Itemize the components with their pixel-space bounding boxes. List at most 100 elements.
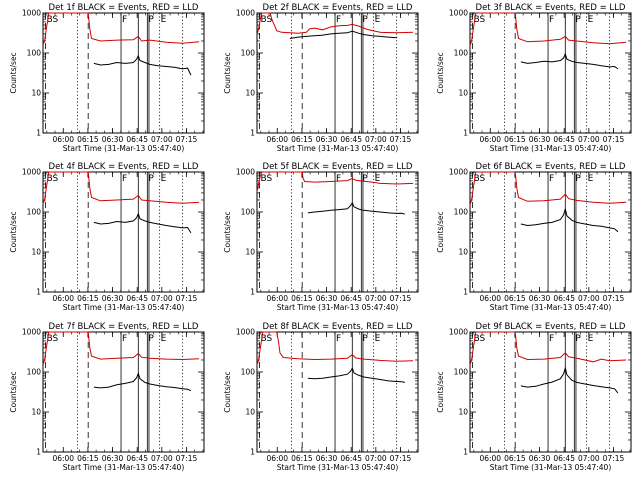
- y-tick-label: 1000: [236, 168, 255, 177]
- x-tick-label: 07:15: [176, 454, 198, 463]
- series-events-line: [520, 52, 619, 70]
- marker-label: E: [588, 174, 594, 184]
- y-tick-label: 10: [31, 89, 41, 98]
- y-tick-label: 100: [454, 208, 469, 217]
- x-tick-label: 07:00: [578, 294, 600, 303]
- marker-label: P: [575, 174, 581, 184]
- y-tick-label: 1: [36, 448, 41, 457]
- series-lld-line: [42, 12, 200, 45]
- marker-label: F: [122, 15, 127, 25]
- x-tick-label: 06:45: [553, 294, 575, 303]
- x-axis-label: Start Time (31-Mar-13 05:47:40): [490, 144, 612, 153]
- plot-frame: [42, 171, 205, 293]
- y-axis-label: Counts/sec: [223, 371, 232, 412]
- x-tick-label: 06:00: [479, 294, 501, 303]
- marker-label: F: [336, 174, 341, 184]
- y-tick-label: 1: [250, 129, 255, 138]
- x-axis-label: Start Time (31-Mar-13 05:47:40): [63, 144, 185, 153]
- panel-title: Det 8f BLACK = Events, RED = LLD: [263, 322, 413, 332]
- plot-frame: [42, 12, 205, 134]
- marker-label: BS: [473, 334, 485, 344]
- x-tick-label: 07:15: [603, 135, 625, 144]
- x-tick-label: 06:15: [504, 135, 526, 144]
- panel-title: Det 2f BLACK = Events, RED = LLD: [263, 3, 413, 13]
- series-lld-line: [469, 12, 627, 47]
- x-axis-label: Start Time (31-Mar-13 05:47:40): [277, 463, 399, 472]
- series-lld-line: [42, 171, 200, 204]
- marker-label: P: [575, 15, 581, 25]
- x-tick-label: 07:00: [578, 454, 600, 463]
- marker-label: F: [336, 15, 341, 25]
- x-axis-label: Start Time (31-Mar-13 05:47:40): [490, 303, 612, 312]
- marker-label: E: [375, 174, 381, 184]
- series-events-line: [520, 208, 619, 233]
- marker-label: BS: [260, 334, 272, 344]
- y-axis-label: Counts/sec: [436, 211, 445, 252]
- x-tick-label: 07:00: [365, 135, 387, 144]
- x-tick-label: 06:15: [291, 454, 313, 463]
- x-tick-label: 07:15: [176, 135, 198, 144]
- y-tick-label: 10: [31, 248, 41, 257]
- series-events-line: [93, 54, 192, 76]
- y-tick-label: 1000: [236, 9, 255, 18]
- y-tick-label: 100: [241, 49, 256, 58]
- x-tick-label: 06:00: [479, 135, 501, 144]
- y-tick-label: 1: [250, 288, 255, 297]
- y-tick-label: 10: [245, 89, 255, 98]
- panel-det-2: Det 2f BLACK = Events, RED = LLD 1 10 100 10…: [223, 3, 419, 153]
- plot-frame: [469, 12, 632, 134]
- marker-label: P: [362, 15, 368, 25]
- x-tick-label: 07:00: [578, 135, 600, 144]
- series-events-line: [93, 212, 192, 234]
- x-tick-label: 06:45: [553, 135, 575, 144]
- series-lld-line: [42, 331, 200, 366]
- y-tick-label: 1: [463, 129, 468, 138]
- series-lld-line: [469, 171, 627, 206]
- x-tick-label: 07:00: [365, 294, 387, 303]
- panel-title: Det 5f BLACK = Events, RED = LLD: [263, 162, 413, 172]
- marker-label: BS: [46, 15, 58, 25]
- x-tick-label: 06:30: [316, 135, 338, 144]
- y-axis-label: Counts/sec: [223, 211, 232, 252]
- series-events-line: [520, 366, 619, 394]
- x-tick-label: 06:30: [316, 454, 338, 463]
- y-tick-label: 10: [245, 408, 255, 417]
- x-tick-label: 06:15: [504, 294, 526, 303]
- x-tick-label: 06:15: [291, 135, 313, 144]
- x-axis-label: Start Time (31-Mar-13 05:47:40): [63, 303, 185, 312]
- y-tick-label: 1000: [449, 9, 468, 18]
- x-tick-label: 06:00: [52, 294, 74, 303]
- y-tick-label: 100: [454, 368, 469, 377]
- panel-det-8: Det 8f BLACK = Events, RED = LLD 1 10 100 10…: [223, 322, 419, 472]
- marker-label: F: [549, 174, 554, 184]
- y-tick-label: 1: [463, 288, 468, 297]
- x-tick-label: 06:30: [102, 294, 124, 303]
- marker-label: E: [161, 174, 167, 184]
- y-tick-label: 1000: [236, 328, 255, 337]
- panel-det-1: Det 1f BLACK = Events, RED = LLD 1 10 100 10…: [9, 3, 205, 153]
- plot-frame: [469, 331, 632, 453]
- x-tick-label: 07:00: [151, 135, 173, 144]
- series-events-line: [289, 30, 397, 39]
- y-tick-label: 100: [27, 368, 42, 377]
- marker-label: P: [362, 334, 368, 344]
- y-axis-label: Counts/sec: [223, 52, 232, 93]
- marker-label: E: [161, 334, 167, 344]
- x-tick-label: 06:45: [553, 454, 575, 463]
- panel-det-7: Det 7f BLACK = Events, RED = LLD 1 10 100 10…: [9, 322, 205, 472]
- panel-title: Det 1f BLACK = Events, RED = LLD: [49, 3, 199, 13]
- x-tick-label: 06:15: [77, 135, 99, 144]
- x-tick-label: 06:00: [266, 135, 288, 144]
- y-tick-label: 1000: [449, 168, 468, 177]
- x-tick-label: 06:45: [340, 135, 362, 144]
- y-tick-label: 10: [458, 408, 468, 417]
- marker-label: F: [336, 334, 341, 344]
- x-axis-label: Start Time (31-Mar-13 05:47:40): [277, 144, 399, 153]
- y-tick-label: 10: [458, 89, 468, 98]
- y-tick-label: 100: [27, 208, 42, 217]
- marker-label: BS: [46, 174, 58, 184]
- y-tick-label: 1000: [22, 168, 41, 177]
- x-tick-label: 06:00: [266, 454, 288, 463]
- panel-det-9: Det 9f BLACK = Events, RED = LLD 1 10 100 10…: [436, 322, 632, 472]
- marker-label: P: [148, 15, 154, 25]
